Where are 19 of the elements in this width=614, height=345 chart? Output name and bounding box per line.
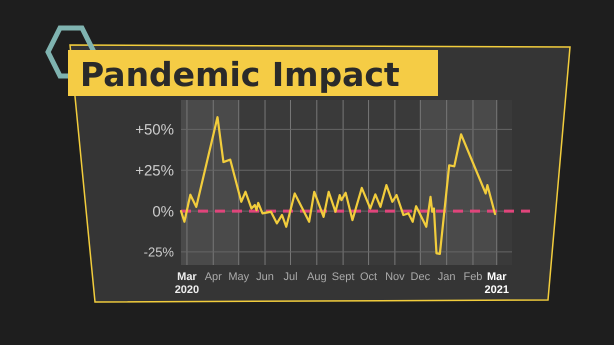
y-tick-label: 0% [152,203,174,220]
x-tick-label: Mar 2021 [484,271,509,296]
chart-title: Pandemic Impact [80,55,400,94]
x-tick-label: Nov [385,271,406,283]
x-tick-label: Sept [332,271,354,283]
x-tick-label: Jun [256,271,274,283]
x-tick-label: Jan [438,271,456,283]
x-tick-label: Dec [410,271,431,283]
x-tick-label: Apr [204,271,222,283]
x-tick-label: May [228,271,250,283]
x-tick-label: Feb [463,271,482,283]
x-tick-label: Aug [307,271,327,283]
y-tick-label: -25% [144,244,174,260]
y-tick-label: +50% [135,122,174,139]
x-tick-label: Jul [283,271,298,283]
x-tick-label: Oct [360,271,378,283]
y-tick-label: +25% [135,162,174,180]
x-tick-label: Mar 2020 [174,271,200,296]
line-series [180,116,496,255]
